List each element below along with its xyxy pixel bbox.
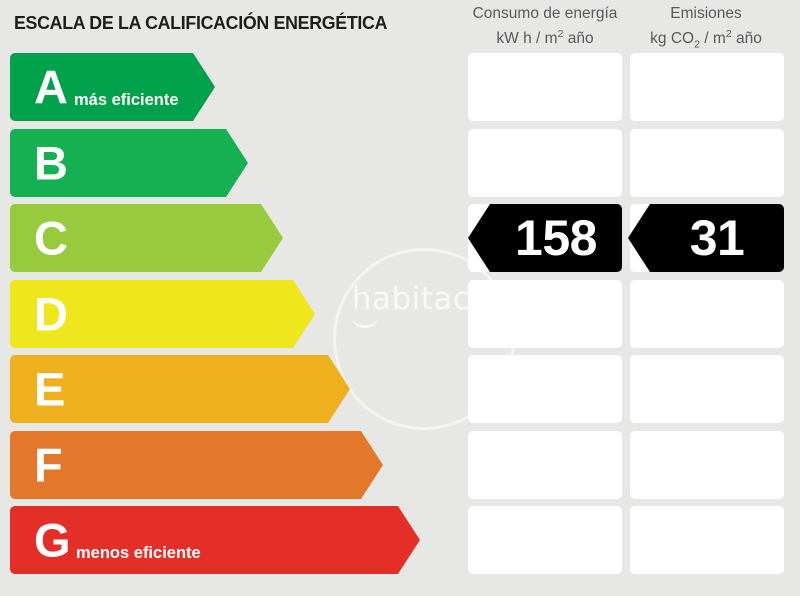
rating-row-f: F — [0, 430, 800, 499]
efficiency-note-g: menos eficiente — [76, 544, 201, 562]
rating-bar-e: E — [10, 355, 350, 423]
rating-letter-b: B — [34, 136, 68, 189]
rating-letter-d: D — [34, 287, 68, 340]
value-badge-text: 31 — [689, 210, 745, 266]
value-cell-emisiones-f — [630, 430, 784, 499]
column-header-consumo-line2: kW h / m2 año — [496, 28, 594, 48]
rating-letter-e: E — [34, 362, 66, 416]
value-cell-emisiones-a — [630, 53, 784, 121]
rating-bar-tip — [398, 506, 420, 574]
value-cell-consumo-f — [468, 430, 622, 499]
rating-bar-body — [10, 355, 328, 423]
rating-row-d: D — [0, 279, 800, 348]
rating-bar-body — [10, 506, 398, 574]
value-badge-emisiones: 31 — [628, 204, 784, 272]
rating-letter-a: A — [34, 60, 68, 114]
chart-header: ESCALA DE LA CALIFICACIÓN ENERGÉTICA Con… — [0, 0, 800, 50]
value-cell-consumo-g — [468, 506, 622, 574]
rating-bar-tip — [261, 204, 283, 272]
rating-letter-f: F — [34, 438, 63, 491]
value-badge-consumo: 158 — [468, 204, 622, 272]
rating-bar-body — [10, 430, 361, 499]
value-cell-emisiones-b — [630, 128, 784, 197]
value-cell-emisiones-g — [630, 506, 784, 574]
value-badge-text: 158 — [515, 210, 597, 266]
value-cell-consumo-a — [468, 53, 622, 121]
value-cell-consumo-c: 158 — [468, 204, 622, 272]
rating-bar-tip — [328, 355, 350, 423]
rating-bar-b: B — [10, 128, 248, 197]
rating-row-c: C 158 31 — [0, 204, 800, 272]
rating-bar-tip — [193, 53, 215, 121]
rating-bar-d: D — [10, 279, 315, 348]
rating-bar-body — [10, 128, 226, 197]
rating-letter-c: C — [34, 211, 68, 265]
rating-bar-body — [10, 53, 193, 121]
value-cell-emisiones-d — [630, 279, 784, 348]
rating-row-e: E — [0, 355, 800, 423]
rating-letter-g: G — [34, 513, 71, 567]
rating-bar-tip — [293, 279, 315, 348]
column-header-emisiones-line2: kg CO2 / m2 año — [650, 28, 762, 51]
rating-bar-f: F — [10, 430, 383, 499]
rating-bar-tip — [361, 430, 383, 499]
rating-bar-tip — [226, 128, 248, 197]
value-cell-consumo-d — [468, 279, 622, 348]
rating-bar-body — [10, 279, 293, 348]
value-cell-consumo-b — [468, 128, 622, 197]
efficiency-note-a: más eficiente — [74, 91, 179, 109]
value-cell-emisiones-c: 31 — [628, 204, 784, 272]
column-header-consumo-line1: Consumo de energía — [472, 5, 618, 22]
value-cell-emisiones-e — [630, 355, 784, 423]
rating-bar-c: C — [10, 204, 283, 272]
rating-bar-body — [10, 204, 261, 272]
page-title: ESCALA DE LA CALIFICACIÓN ENERGÉTICA — [14, 12, 388, 33]
column-header-consumo: Consumo de energía kW h / m2 año — [466, 4, 624, 49]
rating-row-b: B — [0, 128, 800, 197]
column-header-emisiones: Emisiones kg CO2 / m2 año — [628, 4, 784, 54]
column-header-emisiones-line1: Emisiones — [670, 5, 742, 22]
value-cell-consumo-e — [468, 355, 622, 423]
